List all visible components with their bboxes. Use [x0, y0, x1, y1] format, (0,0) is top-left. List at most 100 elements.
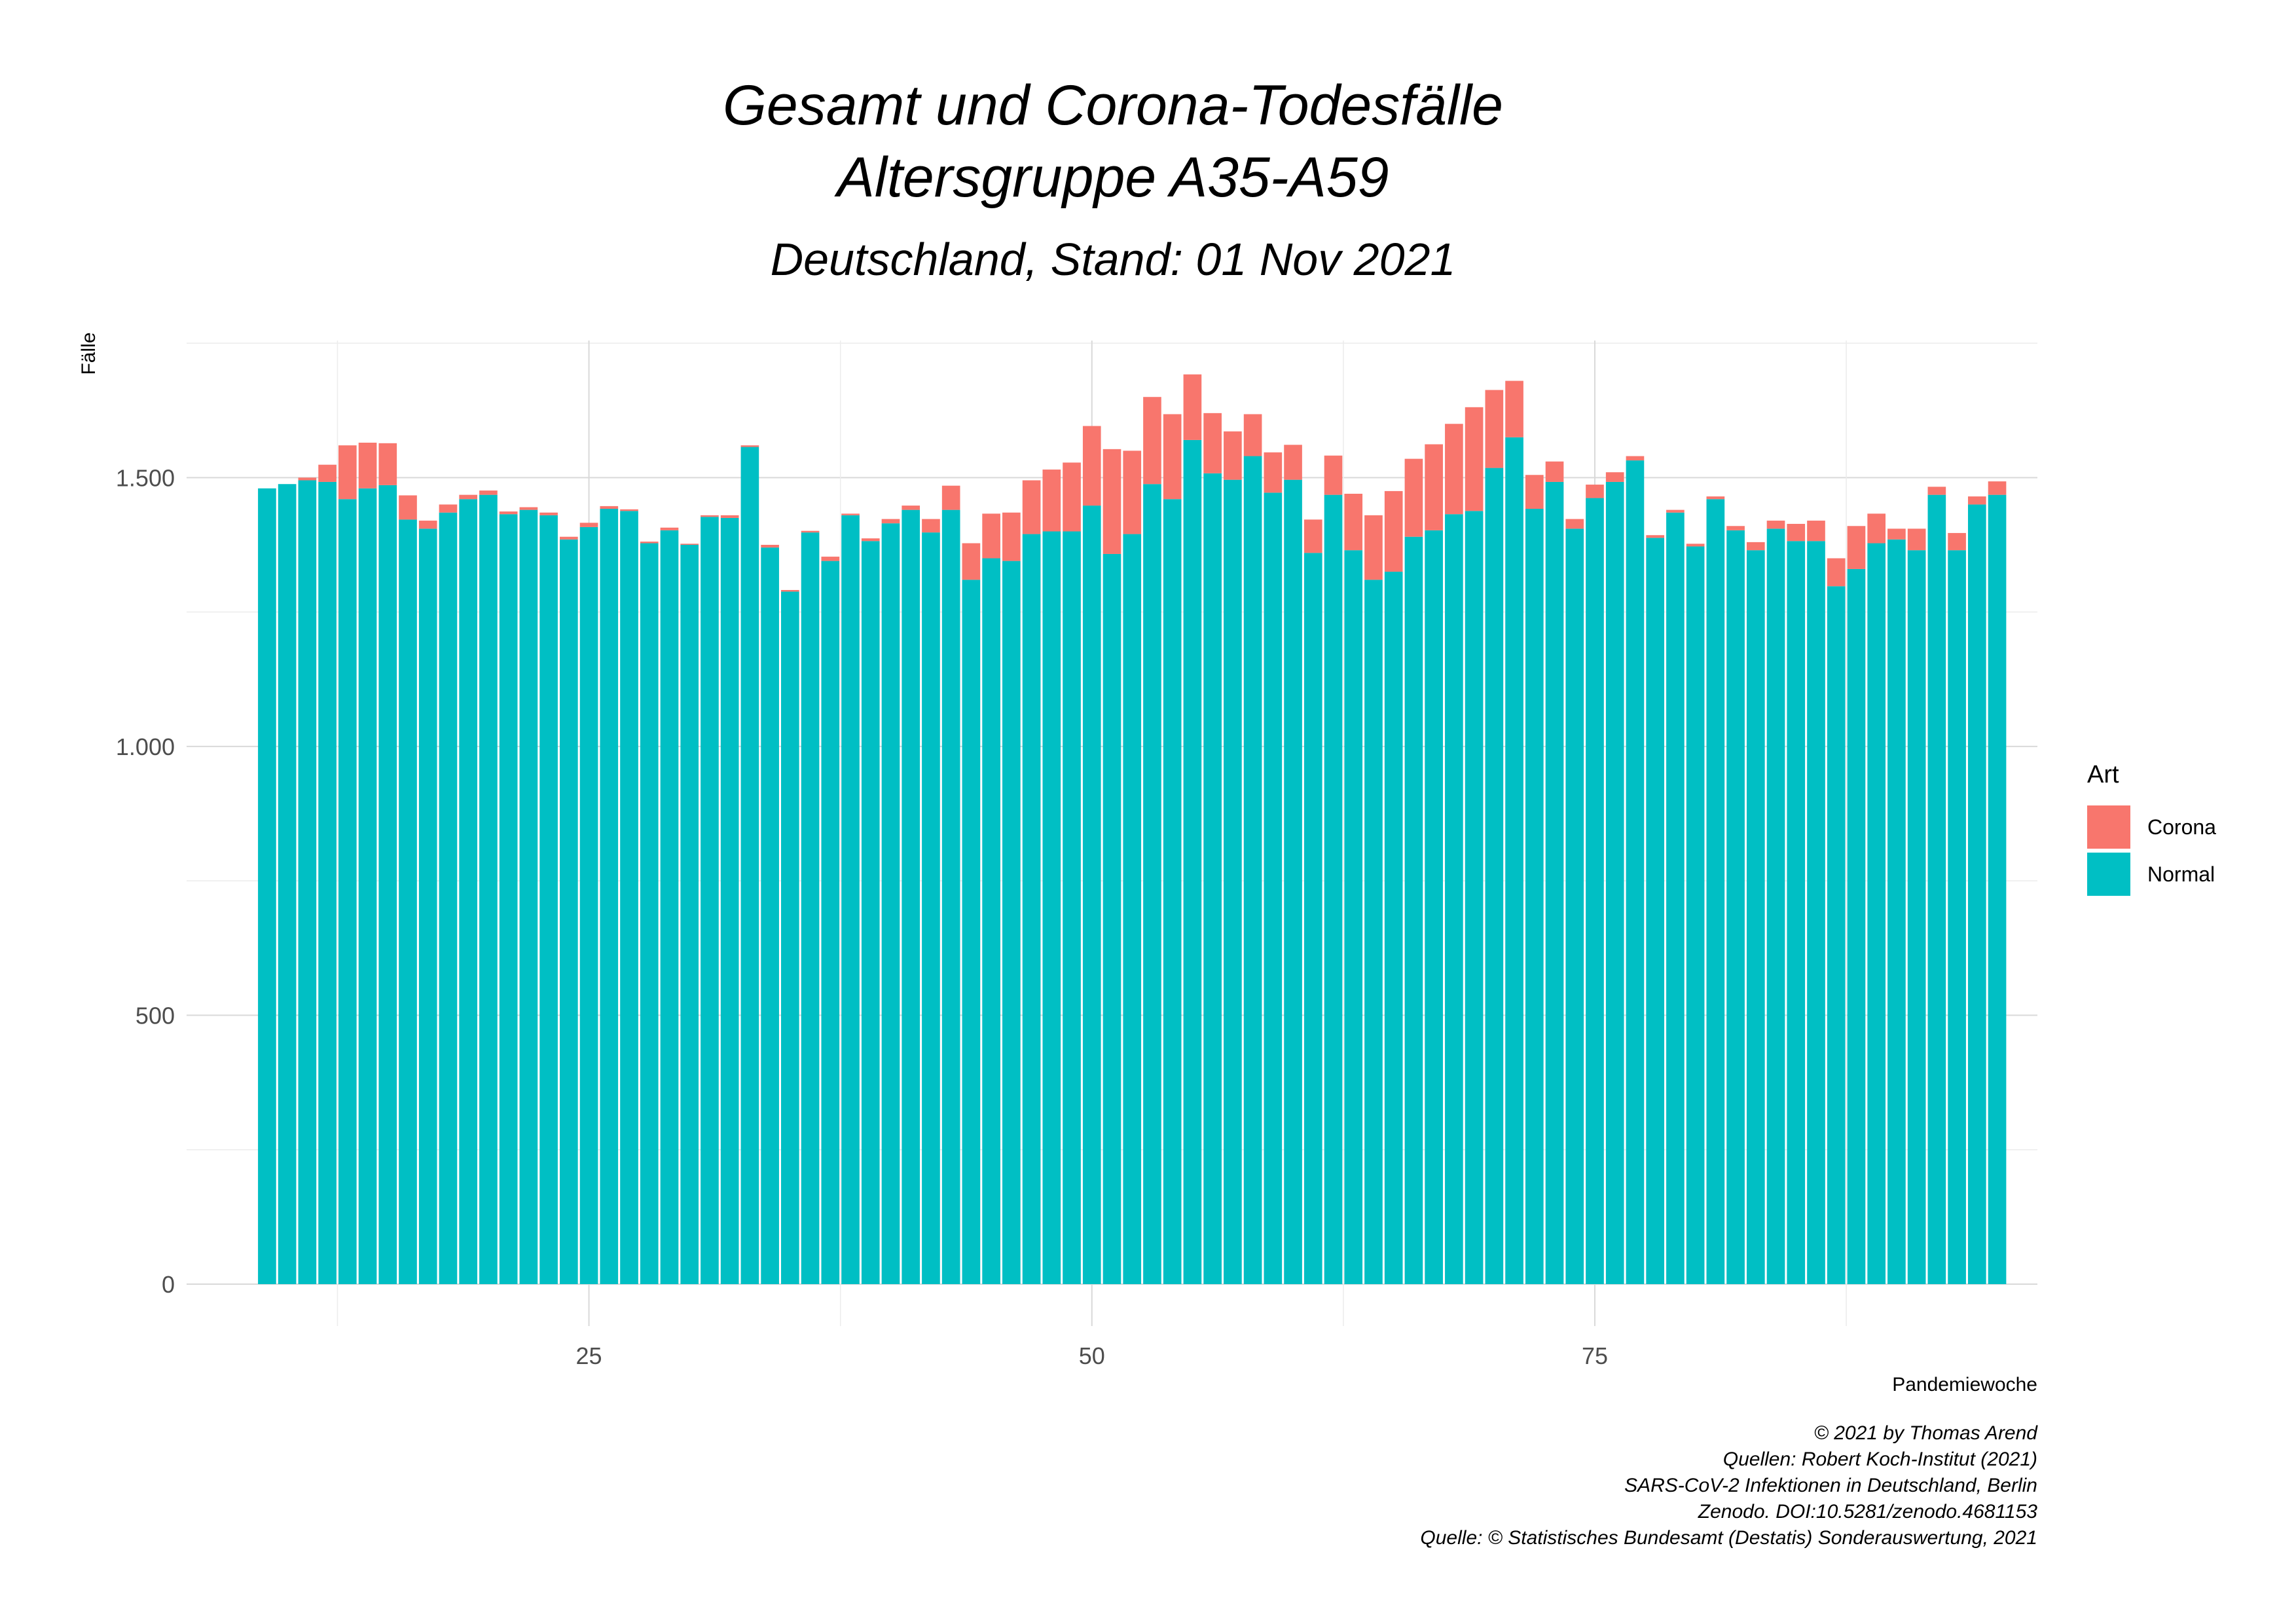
bar-normal: [902, 509, 920, 1284]
bar-corona: [1948, 532, 1966, 551]
y-tick-labels: 0 500 1.000 1.500: [116, 464, 175, 1298]
bar-normal: [1907, 550, 1926, 1284]
bar-normal: [1445, 514, 1463, 1284]
bar-corona: [660, 527, 679, 530]
y-tick-label: 1.500: [116, 464, 175, 491]
bar-corona: [1203, 413, 1222, 473]
bar-corona: [861, 538, 880, 542]
y-tick-label: 0: [162, 1271, 175, 1298]
bar-normal: [1425, 530, 1443, 1284]
bar-normal: [459, 499, 478, 1284]
caption: © 2021 by Thomas Arend Quellen: Robert K…: [1420, 1422, 2038, 1549]
bar-corona: [1123, 451, 1142, 534]
y-tick-label: 500: [136, 1002, 175, 1029]
bar-normal: [439, 512, 458, 1284]
bar-corona: [1303, 519, 1322, 553]
bar-normal: [1404, 536, 1423, 1284]
legend-swatch-corona: [2087, 805, 2130, 849]
bar-normal: [781, 591, 799, 1284]
bar-normal: [1766, 528, 1785, 1284]
bar-corona: [579, 523, 598, 527]
bar-corona: [1525, 475, 1544, 509]
bar-corona: [1102, 449, 1121, 554]
bar-normal: [1867, 543, 1886, 1284]
bar-normal: [680, 545, 699, 1284]
bar-corona: [761, 545, 779, 548]
bar-corona: [1445, 424, 1463, 515]
bar-corona: [801, 530, 820, 533]
bar-corona: [1404, 458, 1423, 537]
bar-corona: [418, 521, 437, 529]
bar-corona: [560, 536, 578, 540]
bar-normal: [539, 515, 558, 1284]
bar-normal: [258, 488, 276, 1284]
bar-normal: [1243, 456, 1262, 1284]
bar-corona: [962, 543, 981, 580]
bar-normal: [1344, 550, 1363, 1284]
bar-normal: [1224, 479, 1242, 1284]
bar-normal: [1948, 550, 1966, 1284]
bar-corona: [881, 519, 900, 524]
legend-title: Art: [2087, 761, 2119, 788]
bar-corona: [1183, 374, 1202, 440]
bar-corona: [1163, 414, 1182, 500]
bar-normal: [1123, 534, 1142, 1284]
bar-corona: [1082, 426, 1101, 506]
bar-normal: [1042, 531, 1061, 1284]
bar-corona: [1787, 523, 1806, 542]
bar-normal: [640, 543, 659, 1284]
x-tick-label: 75: [1582, 1342, 1608, 1369]
bar-normal: [338, 499, 357, 1284]
bar-corona: [1827, 558, 1846, 587]
legend-swatch-normal: [2087, 853, 2130, 896]
bar-normal: [1525, 508, 1544, 1284]
bar-corona: [1505, 380, 1523, 437]
bar-corona: [1967, 496, 1986, 505]
bar-normal: [1706, 499, 1725, 1284]
bar-corona: [1063, 462, 1081, 532]
bar-corona: [982, 513, 1000, 559]
bar-normal: [1465, 511, 1484, 1284]
bar-normal: [1807, 541, 1825, 1284]
bar-normal: [318, 481, 337, 1284]
bar-normal: [761, 547, 779, 1284]
bar-normal: [1384, 572, 1403, 1284]
bar-normal: [922, 532, 940, 1284]
bar-normal: [1364, 580, 1383, 1284]
bar-normal: [1927, 494, 1946, 1284]
bar-corona: [1002, 512, 1021, 561]
y-axis-label: Fälle: [78, 332, 100, 375]
bar-corona: [701, 515, 719, 517]
bar-corona: [1907, 528, 1926, 551]
bars: [258, 374, 2007, 1284]
bar-corona: [740, 445, 759, 447]
bar-normal: [479, 494, 498, 1284]
bar-corona: [378, 443, 397, 485]
bar-corona: [1646, 535, 1664, 538]
caption-line-4: Zenodo. DOI:10.5281/zenodo.4681153: [1698, 1501, 2038, 1522]
bar-corona: [399, 495, 417, 520]
bar-corona: [1364, 515, 1383, 580]
bar-normal: [841, 515, 860, 1284]
bar-corona: [1384, 490, 1403, 572]
bar-normal: [861, 541, 880, 1284]
bar-normal: [1686, 546, 1705, 1284]
bar-corona: [1224, 431, 1242, 480]
bar-corona: [1988, 481, 2007, 495]
bar-corona: [1143, 397, 1161, 485]
chart-title: Gesamt und Corona-Todesfälle: [723, 74, 1503, 137]
bar-corona: [902, 506, 920, 510]
bar-corona: [1807, 521, 1825, 542]
bar-corona: [1927, 487, 1946, 495]
bar-corona: [600, 506, 619, 509]
bar-corona: [821, 557, 840, 561]
caption-line-1: © 2021 by Thomas Arend: [1814, 1422, 2038, 1444]
bar-normal: [1726, 530, 1745, 1284]
bar-corona: [298, 477, 317, 481]
bar-corona: [539, 512, 558, 515]
bar-corona: [1726, 526, 1745, 530]
bar-corona: [1666, 509, 1685, 513]
bar-normal: [1485, 468, 1504, 1284]
bar-normal: [1787, 541, 1806, 1284]
